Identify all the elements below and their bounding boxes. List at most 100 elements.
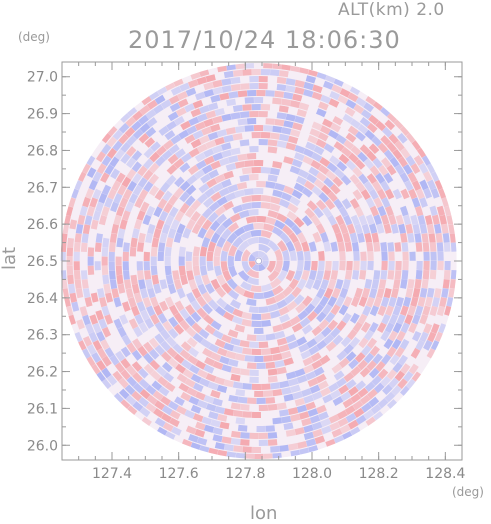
radar-echo-cell [112, 140, 123, 152]
radar-echo-cell [289, 165, 301, 175]
radar-echo-cell [336, 161, 348, 172]
radar-echo-cell [197, 399, 208, 409]
radar-echo-cell [166, 120, 177, 131]
radar-echo-cell [305, 371, 317, 381]
radar-echo-cell [277, 240, 288, 252]
radar-echo-cell [345, 379, 357, 390]
radar-echo-cell [203, 82, 214, 91]
radar-echo-cell [192, 256, 199, 267]
radar-echo-cell [315, 373, 327, 384]
radar-echo-cell [352, 270, 360, 280]
radar-echo-cell [92, 210, 101, 221]
radar-echo-cell [350, 393, 362, 404]
radar-echo-cell [96, 331, 106, 342]
radar-echo-cell [221, 282, 232, 294]
radar-echo-cell [311, 359, 323, 370]
radar-echo-cell [167, 228, 177, 239]
radar-echo-cell [249, 432, 259, 440]
radar-echo-cell [308, 166, 320, 177]
radar-echo-cell [154, 400, 165, 411]
radar-echo-cell [333, 198, 344, 210]
y-tick-label: 26.5 [27, 254, 58, 270]
radar-echo-cell [146, 205, 156, 217]
radar-echo-cell [363, 102, 374, 113]
radar-echo-field [60, 63, 457, 459]
radar-echo-cell [237, 153, 248, 161]
radar-echo-cell [267, 303, 279, 312]
radar-echo-cell [169, 144, 180, 155]
radar-echo-cell [178, 129, 190, 140]
radar-echo-cell [301, 388, 312, 397]
radar-echo-cell [292, 391, 303, 400]
radar-echo-cell [331, 223, 341, 235]
radar-echo-cell [126, 376, 137, 387]
radar-echo-cell [167, 357, 179, 369]
radar-echo-cell [192, 265, 201, 276]
radar-echo-cell [215, 286, 227, 298]
radar-echo-cell [212, 360, 224, 370]
radar-echo-cell [274, 249, 283, 261]
radar-echo-cell [101, 247, 109, 257]
radar-echo-cell [402, 164, 413, 175]
radar-echo-cell [151, 274, 160, 285]
radar-echo-cell [265, 397, 276, 404]
radar-echo-cell [320, 231, 329, 243]
radar-echo-cell [162, 190, 173, 202]
radar-echo-cell [238, 210, 250, 219]
radar-echo-cell [289, 196, 301, 207]
radar-echo-cell [208, 169, 219, 179]
radar-echo-cell [201, 126, 212, 136]
radar-echo-cell [432, 214, 440, 225]
radar-echo-cell [276, 299, 288, 309]
radar-echo-cell [313, 332, 325, 344]
radar-echo-cell [436, 242, 444, 252]
radar-echo-cell [384, 391, 396, 403]
radar-echo-cell [403, 214, 412, 225]
radar-echo-cell [270, 196, 281, 205]
radar-echo-cell [203, 424, 215, 433]
radar-echo-cell [373, 382, 385, 394]
radar-echo-cell [85, 356, 96, 368]
x-tick-label: 127.8 [225, 466, 265, 482]
radar-echo-cell [342, 279, 351, 290]
radar-echo-cell [449, 233, 457, 243]
radar-echo-cell [366, 242, 374, 252]
radar-echo-cell [405, 155, 416, 167]
radar-echo-cell [163, 139, 174, 150]
radar-echo-cell [74, 233, 82, 243]
radar-echo-cell [145, 402, 157, 413]
radar-echo-cell [101, 155, 112, 167]
radar-echo-cell [228, 244, 238, 257]
radar-echo-cell [214, 108, 225, 117]
radar-echo-cell [180, 152, 192, 163]
radar-echo-cell [95, 310, 104, 321]
radar-echo-cell [137, 345, 148, 357]
radar-echo-cell [430, 323, 440, 334]
radar-echo-cell [370, 404, 382, 415]
radar-echo-cell [258, 432, 268, 440]
radar-echo-cell [294, 427, 305, 436]
radar-echo-cell [126, 342, 137, 354]
radar-echo-cell [328, 414, 340, 424]
radar-echo-cell [153, 104, 164, 115]
radar-echo-cell [241, 195, 252, 204]
radar-echo-cell [329, 421, 341, 431]
radar-echo-cell [153, 228, 162, 239]
radar-echo-cell [92, 322, 102, 334]
radar-echo-cell [366, 150, 377, 162]
radar-echo-cell [244, 125, 254, 132]
radar-echo-cell [245, 216, 257, 224]
radar-echo-cell [230, 112, 241, 120]
radar-echo-cell [392, 149, 403, 160]
radar-echo-cell [316, 311, 327, 323]
radar-echo-cell [279, 232, 291, 244]
radar-echo-cell [265, 425, 275, 432]
radar-echo-cell [90, 292, 99, 303]
radar-echo-cell [343, 139, 355, 150]
radar-echo-cell [347, 92, 359, 103]
radar-echo-cell [110, 201, 119, 213]
radar-echo-cell [134, 314, 144, 325]
radar-echo-cell [258, 139, 268, 146]
radar-echo-cell [293, 294, 305, 306]
radar-echo-cell [174, 176, 185, 188]
